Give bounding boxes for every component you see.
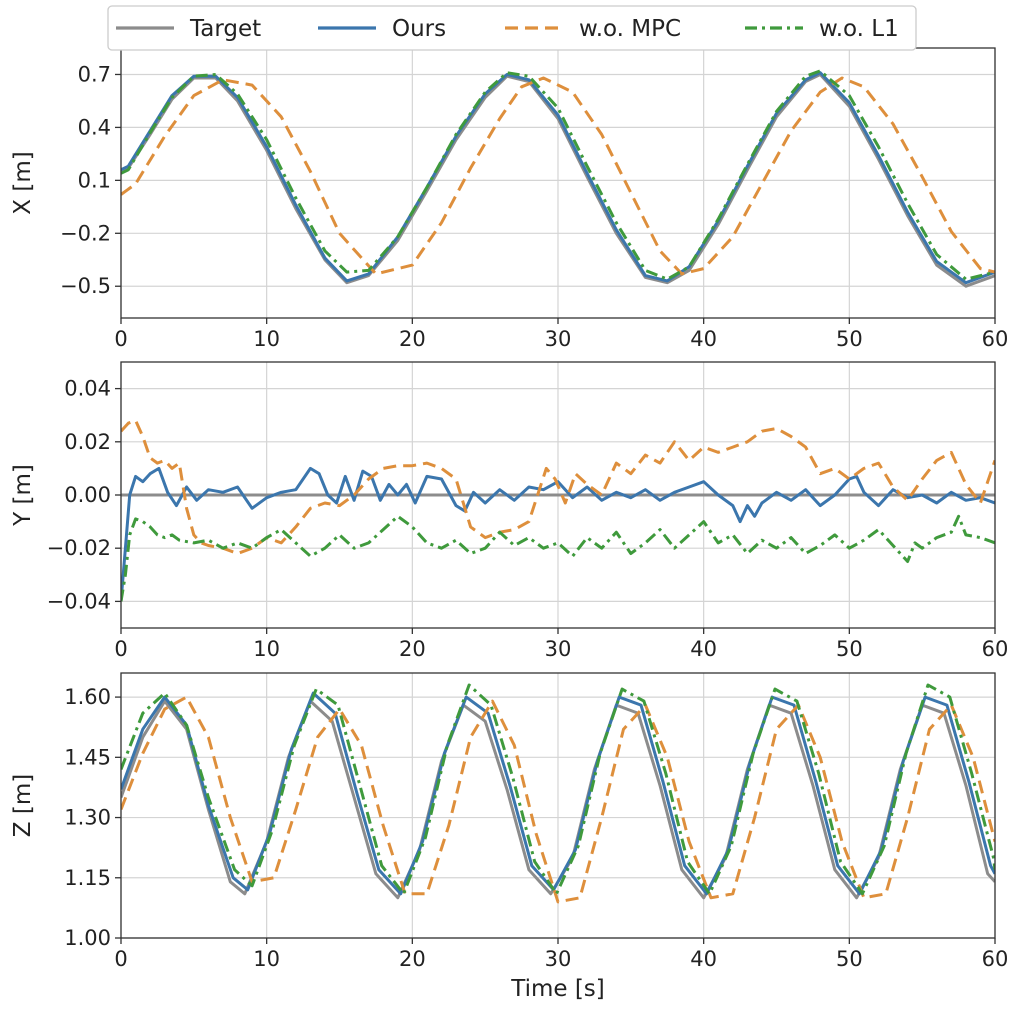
series-line-ours — [121, 71, 995, 285]
x-tick-label: 60 — [982, 637, 1009, 661]
x-tick-label: 40 — [690, 947, 717, 971]
x-tick-label: 50 — [836, 327, 863, 351]
legend-label: w.o. L1 — [819, 16, 899, 42]
series-line-w-o-l1 — [121, 683, 995, 896]
y-tick-label: 0.1 — [78, 168, 111, 192]
legend-label: w.o. MPC — [579, 16, 681, 42]
y-tick-label: 1.30 — [64, 806, 111, 830]
series-line-w-o-l1 — [121, 514, 995, 602]
y-tick-label: 1.15 — [64, 866, 111, 890]
y-tick-label: 0.04 — [64, 377, 111, 401]
series-line-ours — [121, 691, 995, 896]
series-line-w-o-mpc — [121, 76, 995, 276]
x-tick-label: 40 — [690, 637, 717, 661]
x-tick-label: 30 — [545, 327, 572, 351]
series-line-w-o-mpc — [121, 695, 995, 904]
x-tick-label: 20 — [399, 637, 426, 661]
x-tick-label: 10 — [253, 327, 280, 351]
x-tick-label: 10 — [253, 637, 280, 661]
y-tick-label: 0.00 — [64, 483, 111, 507]
legend-label: Target — [189, 16, 261, 42]
y-tick-label: −0.2 — [60, 221, 111, 245]
x-tick-label: 50 — [836, 947, 863, 971]
legend-label: Ours — [392, 16, 446, 42]
x-tick-label: 0 — [114, 637, 127, 661]
x-tick-label: 50 — [836, 637, 863, 661]
series-line-w-o-l1 — [121, 69, 995, 281]
x-tick-label: 60 — [982, 947, 1009, 971]
series-line-ours — [121, 466, 995, 602]
y-tick-label: 0.7 — [78, 62, 111, 86]
x-tick-label: 0 — [114, 947, 127, 971]
x-axis-label: Time [s] — [510, 976, 605, 1002]
x-tick-label: 40 — [690, 327, 717, 351]
x-tick-label: 0 — [114, 327, 127, 351]
panel-x: 0 10 20 30 40 50 60 0.7 0.4 0.1 −0.2 −0.5 X [m] — [10, 47, 1009, 351]
x-tick-label: 30 — [545, 947, 572, 971]
x-tick-label: 30 — [545, 637, 572, 661]
panel-z: 0 10 20 30 40 50 60 1.60 1.45 1.30 1.15 1.00 Z [m] — [10, 672, 1009, 971]
y-tick-label: −0.5 — [60, 274, 111, 298]
y-axis-label: X [m] — [10, 151, 36, 214]
x-tick-label: 20 — [399, 947, 426, 971]
y-axis-label: Z [m] — [10, 774, 36, 837]
y-axis-label: Y [m] — [10, 464, 36, 527]
y-tick-label: 0.4 — [78, 115, 111, 139]
y-tick-label: −0.02 — [47, 536, 111, 560]
series-line-w-o-mpc — [121, 419, 995, 555]
y-tick-label: −0.04 — [47, 589, 111, 613]
y-tick-label: 1.00 — [64, 926, 111, 950]
legend: Target Ours w.o. MPC w.o. L1 — [107, 5, 917, 51]
x-tick-label: 60 — [982, 327, 1009, 351]
panel-y: 0 10 20 30 40 50 60 0.04 0.02 0.00 −0.02 −0.04 Y [m] — [10, 361, 1009, 661]
x-tick-label: 10 — [253, 947, 280, 971]
y-tick-label: 1.60 — [64, 685, 111, 709]
y-tick-label: 0.02 — [64, 430, 111, 454]
y-tick-label: 1.45 — [64, 745, 111, 769]
x-tick-label: 20 — [399, 327, 426, 351]
